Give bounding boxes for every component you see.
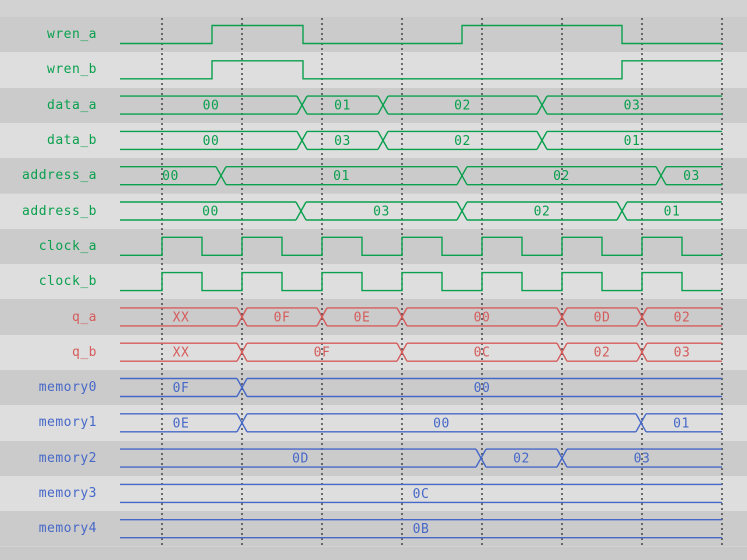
bus-crossover <box>316 307 328 327</box>
signal-row-memory4[interactable]: memory4 <box>0 511 747 547</box>
signal-name-clock_b[interactable]: clock_b <box>38 274 97 290</box>
signal-row-q_b[interactable]: q_b <box>0 334 747 370</box>
signal-name-wren_a[interactable]: wren_a <box>47 27 97 43</box>
signal-name-address_a[interactable]: address_a <box>22 168 97 184</box>
bus-crossover <box>295 201 307 221</box>
bus-value-label: 00 <box>433 416 450 431</box>
bus-value-label: XX <box>173 310 190 325</box>
wave-clock_b <box>120 271 722 292</box>
bus-crossover <box>636 307 648 327</box>
bus-value-label: 02 <box>454 134 471 149</box>
signal-row-q_a[interactable]: q_a <box>0 299 747 335</box>
bus-crossover <box>556 342 568 362</box>
bus-crossover <box>616 201 628 221</box>
signal-row-memory1[interactable]: memory1 <box>0 405 747 441</box>
signal-name-memory4[interactable]: memory4 <box>38 521 97 537</box>
bus-crossover <box>396 307 408 327</box>
bus-crossover <box>296 131 308 150</box>
bus-crossover <box>396 342 408 362</box>
signal-name-q_a[interactable]: q_a <box>72 309 97 325</box>
bus-crossover <box>536 95 548 115</box>
signal-name-memory0[interactable]: memory0 <box>38 380 97 396</box>
wave-wren_b <box>120 60 722 80</box>
bus-value-label: 00 <box>162 169 179 184</box>
bus-value-label: 0F <box>173 381 190 396</box>
bus-crossover <box>456 166 468 186</box>
bus-value-label: 03 <box>373 205 390 220</box>
bus-crossover <box>556 307 568 327</box>
signal-name-address_b[interactable]: address_b <box>22 203 97 219</box>
bus-value-label: 02 <box>454 99 471 114</box>
signal-name-memory1[interactable]: memory1 <box>38 415 97 431</box>
bottom-margin <box>0 546 747 560</box>
bus-value-label: 0E <box>173 416 190 431</box>
signal-row-clock_b[interactable]: clock_b <box>0 264 747 300</box>
bus-value-label: 02 <box>534 205 551 220</box>
bus-crossover <box>556 448 568 468</box>
bus-value-label: 03 <box>683 169 700 184</box>
bus-value-label: 00 <box>203 134 220 149</box>
signal-row-data_b[interactable]: data_b <box>0 122 747 159</box>
bus-value-label: 03 <box>634 452 651 467</box>
bus-value-label: 02 <box>513 452 530 467</box>
bus-value-label: 00 <box>474 381 491 396</box>
bus-crossover <box>377 95 389 115</box>
signal-name-memory2[interactable]: memory2 <box>38 450 97 466</box>
bus-crossover <box>636 342 648 362</box>
signal-name-wren_b[interactable]: wren_b <box>47 62 97 78</box>
bus-value-label: 0C <box>413 487 430 502</box>
signal-row-memory3[interactable]: memory3 <box>0 475 747 512</box>
bus-value-label: 00 <box>203 99 220 114</box>
bus-value-label: 01 <box>333 169 350 184</box>
signal-row-address_a[interactable]: address_a <box>0 158 747 194</box>
bus-crossover <box>377 131 389 150</box>
signal-name-memory3[interactable]: memory3 <box>38 486 97 502</box>
bus-value-label: 0F <box>314 346 331 361</box>
signal-row-clock_a[interactable]: clock_a <box>0 228 747 265</box>
bus-value-label: 01 <box>673 416 690 431</box>
bus-value-label: 0D <box>292 452 309 467</box>
bus-value-label: 03 <box>674 346 691 361</box>
bus-value-label: 0E <box>354 310 371 325</box>
bus-crossover <box>236 378 248 397</box>
wave-clock_a <box>120 236 722 257</box>
signal-name-q_b[interactable]: q_b <box>72 344 97 360</box>
bus-crossover <box>635 413 647 433</box>
bus-crossover <box>236 342 248 362</box>
signal-name-data_a[interactable]: data_a <box>47 97 97 113</box>
bus-value-label: 03 <box>334 134 351 149</box>
bus-value-label: 03 <box>624 99 641 114</box>
signal-name-clock_a[interactable]: clock_a <box>38 238 97 254</box>
signal-name-data_b[interactable]: data_b <box>47 133 97 149</box>
bus-value-label: 01 <box>664 205 681 220</box>
bus-crossover <box>236 307 248 327</box>
bus-value-label: 00 <box>474 310 491 325</box>
bus-value-label: 02 <box>553 169 570 184</box>
bus-crossover <box>536 131 548 150</box>
bus-value-label: 0D <box>594 310 611 325</box>
bus-value-label: 00 <box>202 205 219 220</box>
bus-crossover <box>236 413 248 433</box>
bus-crossover <box>655 166 667 186</box>
bus-value-label: 01 <box>624 134 641 149</box>
bus-crossover <box>296 95 308 115</box>
bus-value-label: 0F <box>274 310 291 325</box>
bus-value-label: 0C <box>474 346 491 361</box>
signal-row-data_a[interactable]: data_a <box>0 87 747 123</box>
bus-crossover <box>456 201 468 221</box>
bus-value-label: 0B <box>413 522 430 537</box>
bus-value-label: XX <box>173 346 190 361</box>
bus-crossover <box>475 448 487 468</box>
bus-value-label: 02 <box>674 310 691 325</box>
bus-crossover <box>215 166 227 186</box>
signal-row-memory2[interactable]: memory2 <box>0 440 747 476</box>
bus-value-label: 02 <box>594 346 611 361</box>
bus-value-label: 01 <box>334 99 351 114</box>
signal-row-memory0[interactable]: memory0 <box>0 370 747 406</box>
wave-wren_a <box>120 24 722 45</box>
